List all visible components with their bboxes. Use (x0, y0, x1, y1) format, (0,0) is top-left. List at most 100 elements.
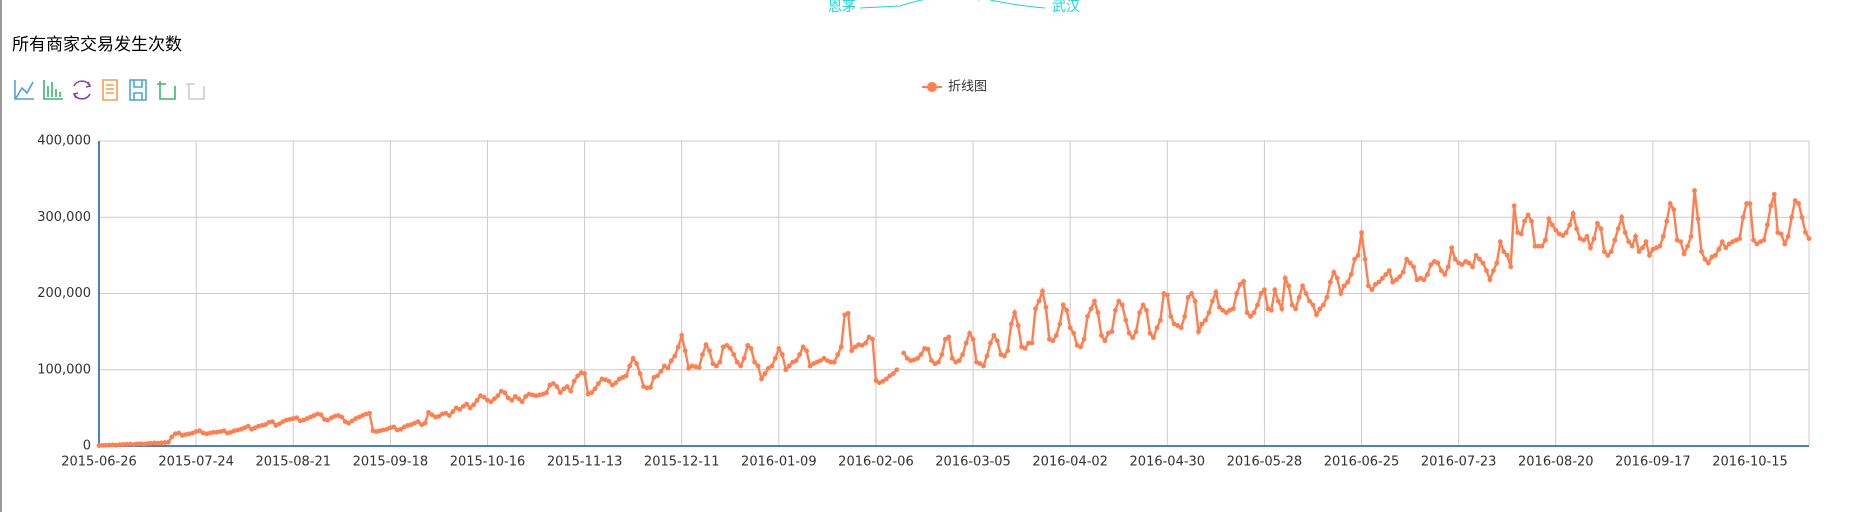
legend-label[interactable]: 折线图 (948, 80, 987, 95)
tool-restore[interactable] (72, 80, 92, 100)
point (176, 430, 182, 436)
point (1293, 306, 1299, 312)
point (1189, 291, 1194, 296)
point (155, 440, 161, 446)
point (1321, 302, 1326, 308)
point (1477, 256, 1482, 262)
point (464, 401, 470, 407)
point (1723, 245, 1729, 251)
x-tick-label: 2015-11-13 (547, 455, 623, 470)
point (1542, 237, 1548, 243)
point (696, 365, 702, 370)
x-tick-label: 2016-09-17 (1615, 455, 1691, 470)
point (1092, 298, 1097, 304)
point (1449, 245, 1455, 251)
point (745, 342, 751, 348)
x-tick-label: 2016-03-05 (935, 455, 1011, 470)
point (1147, 330, 1153, 336)
point (672, 353, 678, 359)
point (1601, 249, 1607, 254)
x-tick-label: 2015-10-16 (450, 455, 526, 470)
point (1012, 310, 1018, 315)
point (1373, 281, 1378, 287)
x-tick-label: 2016-07-23 (1421, 455, 1497, 470)
point (606, 378, 612, 384)
point (675, 344, 681, 350)
point (1397, 274, 1403, 280)
point (1199, 321, 1205, 327)
point (294, 415, 300, 421)
point (1033, 306, 1038, 312)
point (1629, 243, 1635, 249)
point (1036, 298, 1042, 304)
point (1754, 241, 1760, 247)
point (1078, 344, 1084, 350)
point (1109, 329, 1115, 335)
point (797, 352, 803, 357)
point (1605, 252, 1611, 258)
point (488, 399, 494, 405)
point (1761, 237, 1767, 243)
point (845, 310, 851, 316)
point (783, 367, 789, 373)
point (1213, 289, 1219, 295)
point (880, 378, 886, 384)
tool-zoom[interactable] (157, 81, 176, 100)
tool-line[interactable] (14, 80, 34, 100)
point (1751, 237, 1756, 243)
point (1782, 241, 1788, 247)
point (1737, 236, 1743, 242)
point (544, 390, 549, 396)
point (1154, 325, 1160, 331)
point (634, 361, 640, 367)
point (1310, 302, 1316, 308)
point (1050, 338, 1056, 344)
point (1487, 277, 1493, 283)
x-tick-label: 2015-09-18 (353, 455, 429, 470)
point (1334, 275, 1340, 281)
tool-bar[interactable] (43, 80, 63, 100)
tool-data[interactable] (102, 79, 118, 101)
point (1168, 313, 1174, 319)
point (655, 373, 660, 379)
point (1706, 260, 1711, 266)
point (849, 348, 855, 354)
point (422, 420, 428, 426)
point (1400, 269, 1406, 275)
point (1234, 291, 1240, 296)
point (1470, 264, 1475, 270)
point (561, 386, 567, 392)
point (505, 395, 511, 401)
point (1383, 272, 1389, 277)
tool-save[interactable] (129, 79, 147, 101)
point (1393, 277, 1399, 283)
x-tick-label: 2016-06-25 (1324, 455, 1400, 470)
point (1005, 348, 1011, 354)
point (1539, 243, 1545, 249)
tool-zoom-back[interactable] (186, 83, 205, 100)
point (658, 368, 664, 374)
point (1026, 340, 1031, 346)
point (460, 403, 466, 409)
point (1157, 317, 1163, 323)
point (1327, 279, 1333, 285)
point (450, 409, 456, 415)
point (1386, 268, 1392, 274)
point (1591, 236, 1597, 242)
point (1286, 283, 1292, 289)
point (1282, 275, 1288, 281)
toolbox[interactable] (14, 79, 205, 101)
point (1060, 302, 1066, 308)
point (1536, 243, 1541, 249)
point (1442, 272, 1448, 277)
point (1241, 278, 1247, 284)
point (1102, 338, 1108, 344)
point (1307, 298, 1312, 304)
point (429, 412, 435, 418)
point (1175, 323, 1181, 328)
point (700, 352, 705, 357)
point (873, 378, 879, 383)
point (1702, 256, 1708, 262)
point (1549, 222, 1555, 228)
point (1369, 287, 1375, 293)
